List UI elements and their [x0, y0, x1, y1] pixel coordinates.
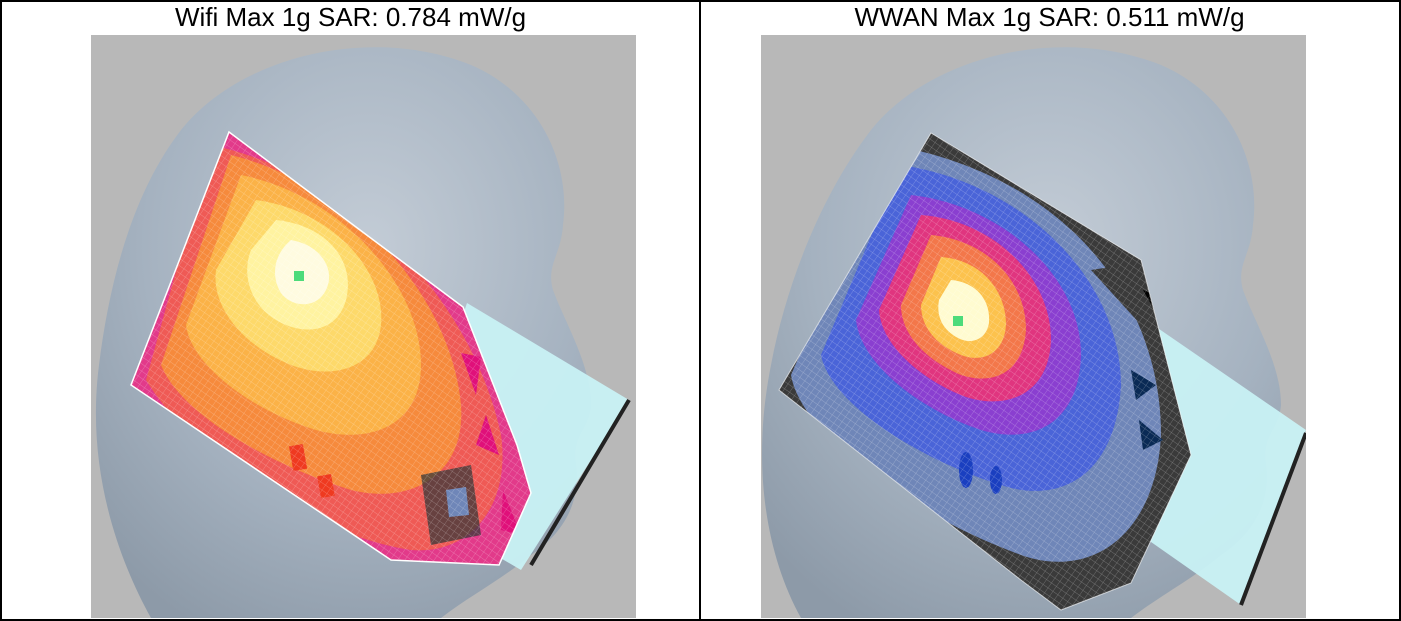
wwan-cell: WWAN Max 1g SAR: 0.511 mW/g [701, 2, 1398, 619]
wifi-sar-map [131, 132, 531, 565]
phone-edge [1239, 432, 1306, 606]
wifi-cell: Wifi Max 1g SAR: 0.784 mW/g [2, 2, 699, 619]
wwan-caption: WWAN Max 1g SAR: 0.511 mW/g [854, 2, 1245, 32]
wwan-sar-image [761, 35, 1306, 618]
peak-marker [953, 316, 963, 326]
wifi-sar-image [91, 35, 636, 618]
sar-map-outline [778, 132, 1192, 611]
wifi-caption: Wifi Max 1g SAR: 0.784 mW/g [174, 2, 527, 32]
column-divider [699, 0, 701, 621]
wifi-sar-plot [91, 35, 636, 618]
wwan-sar-plot [761, 35, 1306, 618]
phone-body [1141, 320, 1306, 605]
wwan-sar-map [779, 133, 1191, 610]
peak-marker [294, 271, 304, 281]
phone-edge [529, 398, 631, 567]
sar-map-outline [130, 130, 532, 566]
